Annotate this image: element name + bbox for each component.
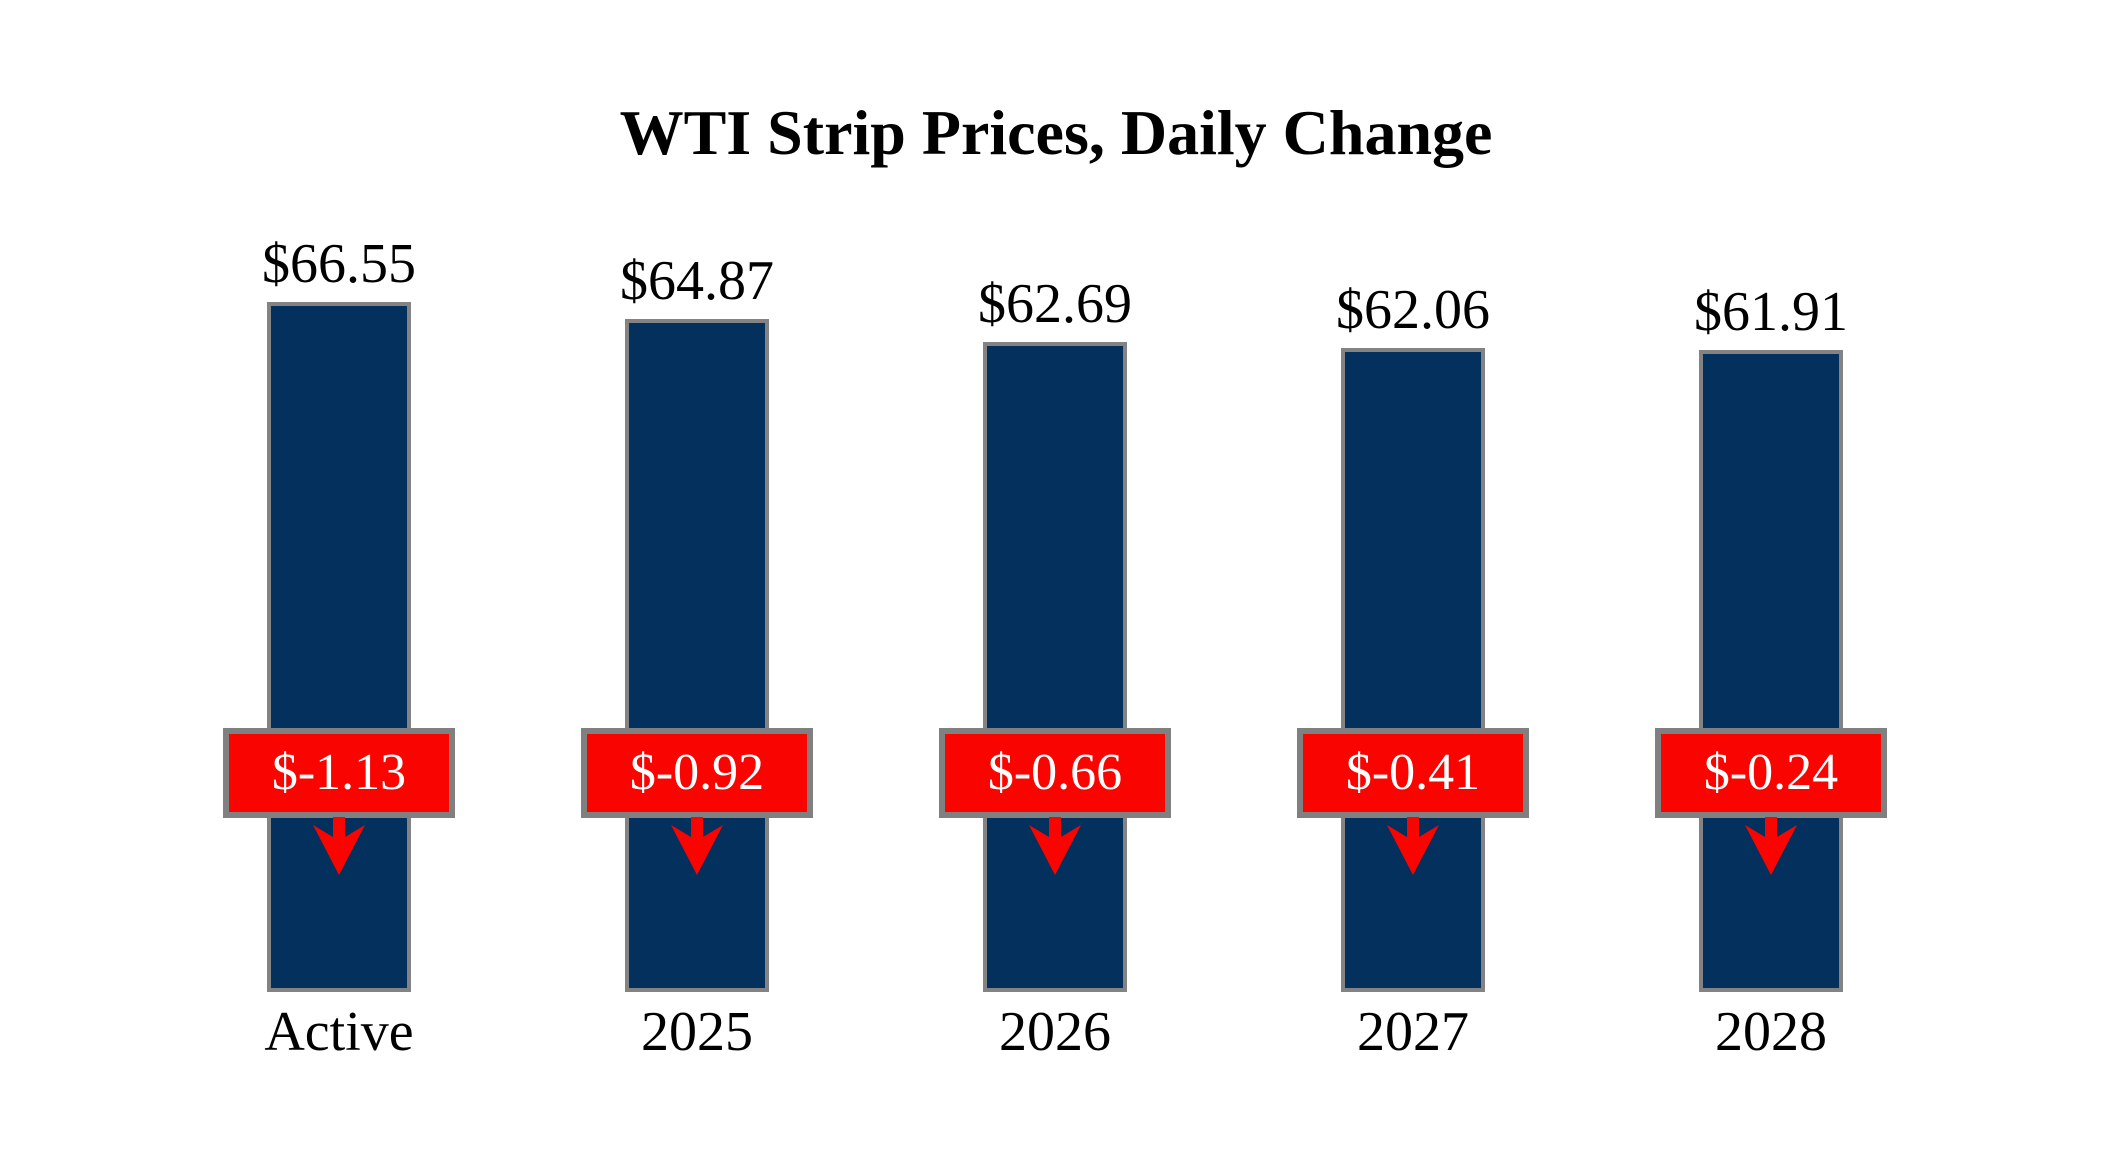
bar-group-2028: $61.91 $-0.24 [1592, 0, 1950, 992]
bar-value-label: $64.87 [620, 250, 774, 313]
down-arrow-icon [1387, 817, 1439, 875]
x-label-2026: 2026 [999, 1001, 1111, 1063]
x-label-2028: 2028 [1715, 1001, 1827, 1063]
bar-group-2025: $64.87 $-0.92 [518, 0, 876, 992]
change-badge-label: $-0.66 [987, 744, 1123, 801]
bar-2025 [625, 319, 769, 992]
chart-title: WTI Strip Prices, Daily Change [619, 97, 1493, 168]
change-badge: $-0.92 [581, 728, 813, 818]
change-badge-label: $-1.13 [271, 744, 407, 801]
down-arrow-icon [1029, 817, 1081, 875]
down-arrow-icon [313, 817, 365, 875]
change-badge: $-0.41 [1297, 728, 1529, 818]
bar-2027 [1341, 348, 1485, 992]
bar-active [267, 302, 411, 992]
bar-value-label: $62.06 [1336, 279, 1490, 342]
change-badge: $-1.13 [223, 728, 455, 818]
down-arrow-icon [1745, 817, 1797, 875]
bar-2026 [983, 342, 1127, 992]
change-badge-label: $-0.92 [629, 744, 765, 801]
bars-row: $66.55 $-1.13 $64.87 $-0.92 $62.69 $-0.6 [160, 0, 1950, 992]
x-label-2027: 2027 [1357, 1001, 1469, 1063]
bar-group-2026: $62.69 $-0.66 [876, 0, 1234, 992]
x-label-active: Active [264, 1001, 414, 1063]
bar-value-label: $62.69 [978, 273, 1132, 336]
bar-group-2027: $62.06 $-0.41 [1234, 0, 1592, 992]
change-badge: $-0.24 [1655, 728, 1887, 818]
x-axis-labels: Active 2025 2026 2027 2028 [160, 1001, 1950, 1064]
change-badge-label: $-0.24 [1703, 744, 1839, 801]
x-label-2025: 2025 [641, 1001, 753, 1063]
bar-2028 [1699, 350, 1843, 992]
bar-value-label: $61.91 [1694, 281, 1848, 344]
down-arrow-icon [671, 817, 723, 875]
bar-group-active: $66.55 $-1.13 [160, 0, 518, 992]
change-badge: $-0.66 [939, 728, 1171, 818]
bar-value-label: $66.55 [262, 233, 416, 296]
change-badge-label: $-0.41 [1345, 744, 1481, 801]
